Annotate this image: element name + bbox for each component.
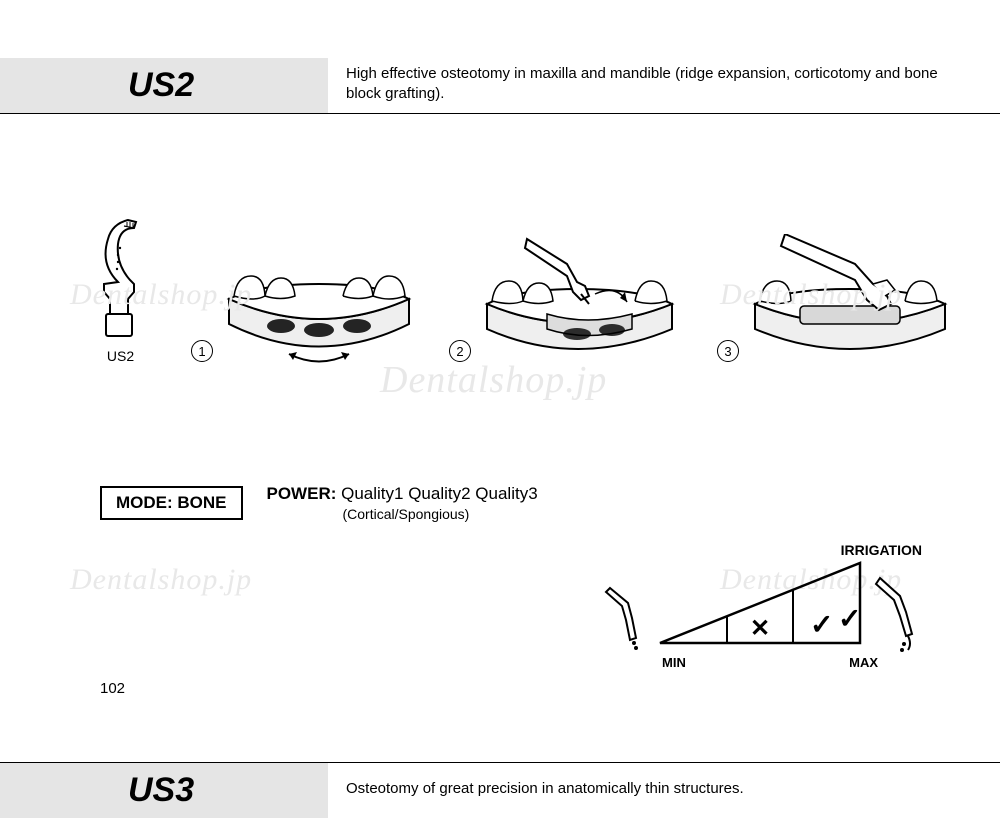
settings-row: MODE: BONE POWER: Quality1 Quality2 Qual… [0, 484, 1000, 522]
step-num-3: 3 [717, 340, 739, 362]
triangle-svg: ✕ ✓ ✓ [600, 548, 930, 668]
power-sub: (Cortical/Spongious) [343, 506, 538, 522]
footer-label-box: US3 [0, 763, 328, 818]
min-label: MIN [662, 655, 686, 670]
header-label-box: US2 [0, 58, 328, 113]
step-num-1: 1 [191, 340, 213, 362]
illustration-row: US2 1 2 [0, 214, 1000, 364]
jaw-illustration-3 [745, 234, 960, 364]
watermark: Dentalshop.jp [70, 563, 252, 597]
power-block: POWER: Quality1 Quality2 Quality3 (Corti… [267, 484, 538, 522]
cell-x: ✕ [750, 615, 770, 642]
cell-check: ✓ [838, 603, 861, 634]
power-values: Quality1 Quality2 Quality3 [341, 484, 538, 503]
step-2: 2 [449, 234, 687, 364]
header-bar-us2: US2 High effective osteotomy in maxilla … [0, 58, 1000, 114]
header-label-us2: US2 [128, 66, 328, 105]
mode-box: MODE: BONE [100, 486, 243, 520]
tip-icon [80, 214, 160, 344]
page-number: 102 [100, 680, 125, 697]
jaw-illustration-2 [477, 234, 687, 364]
tip-block: US2 [80, 214, 161, 364]
watermark: Dentalshop.jp [380, 358, 607, 402]
irrigation-label: IRRIGATION [841, 542, 922, 558]
irrigation-triangle: IRRIGATION ✕ ✓ ✓ MIN MAX [600, 548, 930, 668]
step-num-2: 2 [449, 340, 471, 362]
footer-bar-us3: US3 Osteotomy of great precision in anat… [0, 762, 1000, 818]
tip-label: US2 [80, 348, 161, 364]
jaw-illustration-1 [219, 254, 419, 364]
cell-check: ✓ [810, 609, 833, 640]
power-label: POWER: [267, 484, 337, 503]
max-label: MAX [849, 655, 878, 670]
footer-label-us3: US3 [128, 771, 328, 810]
step-3: 3 [717, 234, 960, 364]
step-1: 1 [191, 254, 419, 364]
header-desc-us2: High effective osteotomy in maxilla and … [328, 58, 1000, 113]
footer-desc-us3: Osteotomy of great precision in anatomic… [328, 763, 1000, 818]
